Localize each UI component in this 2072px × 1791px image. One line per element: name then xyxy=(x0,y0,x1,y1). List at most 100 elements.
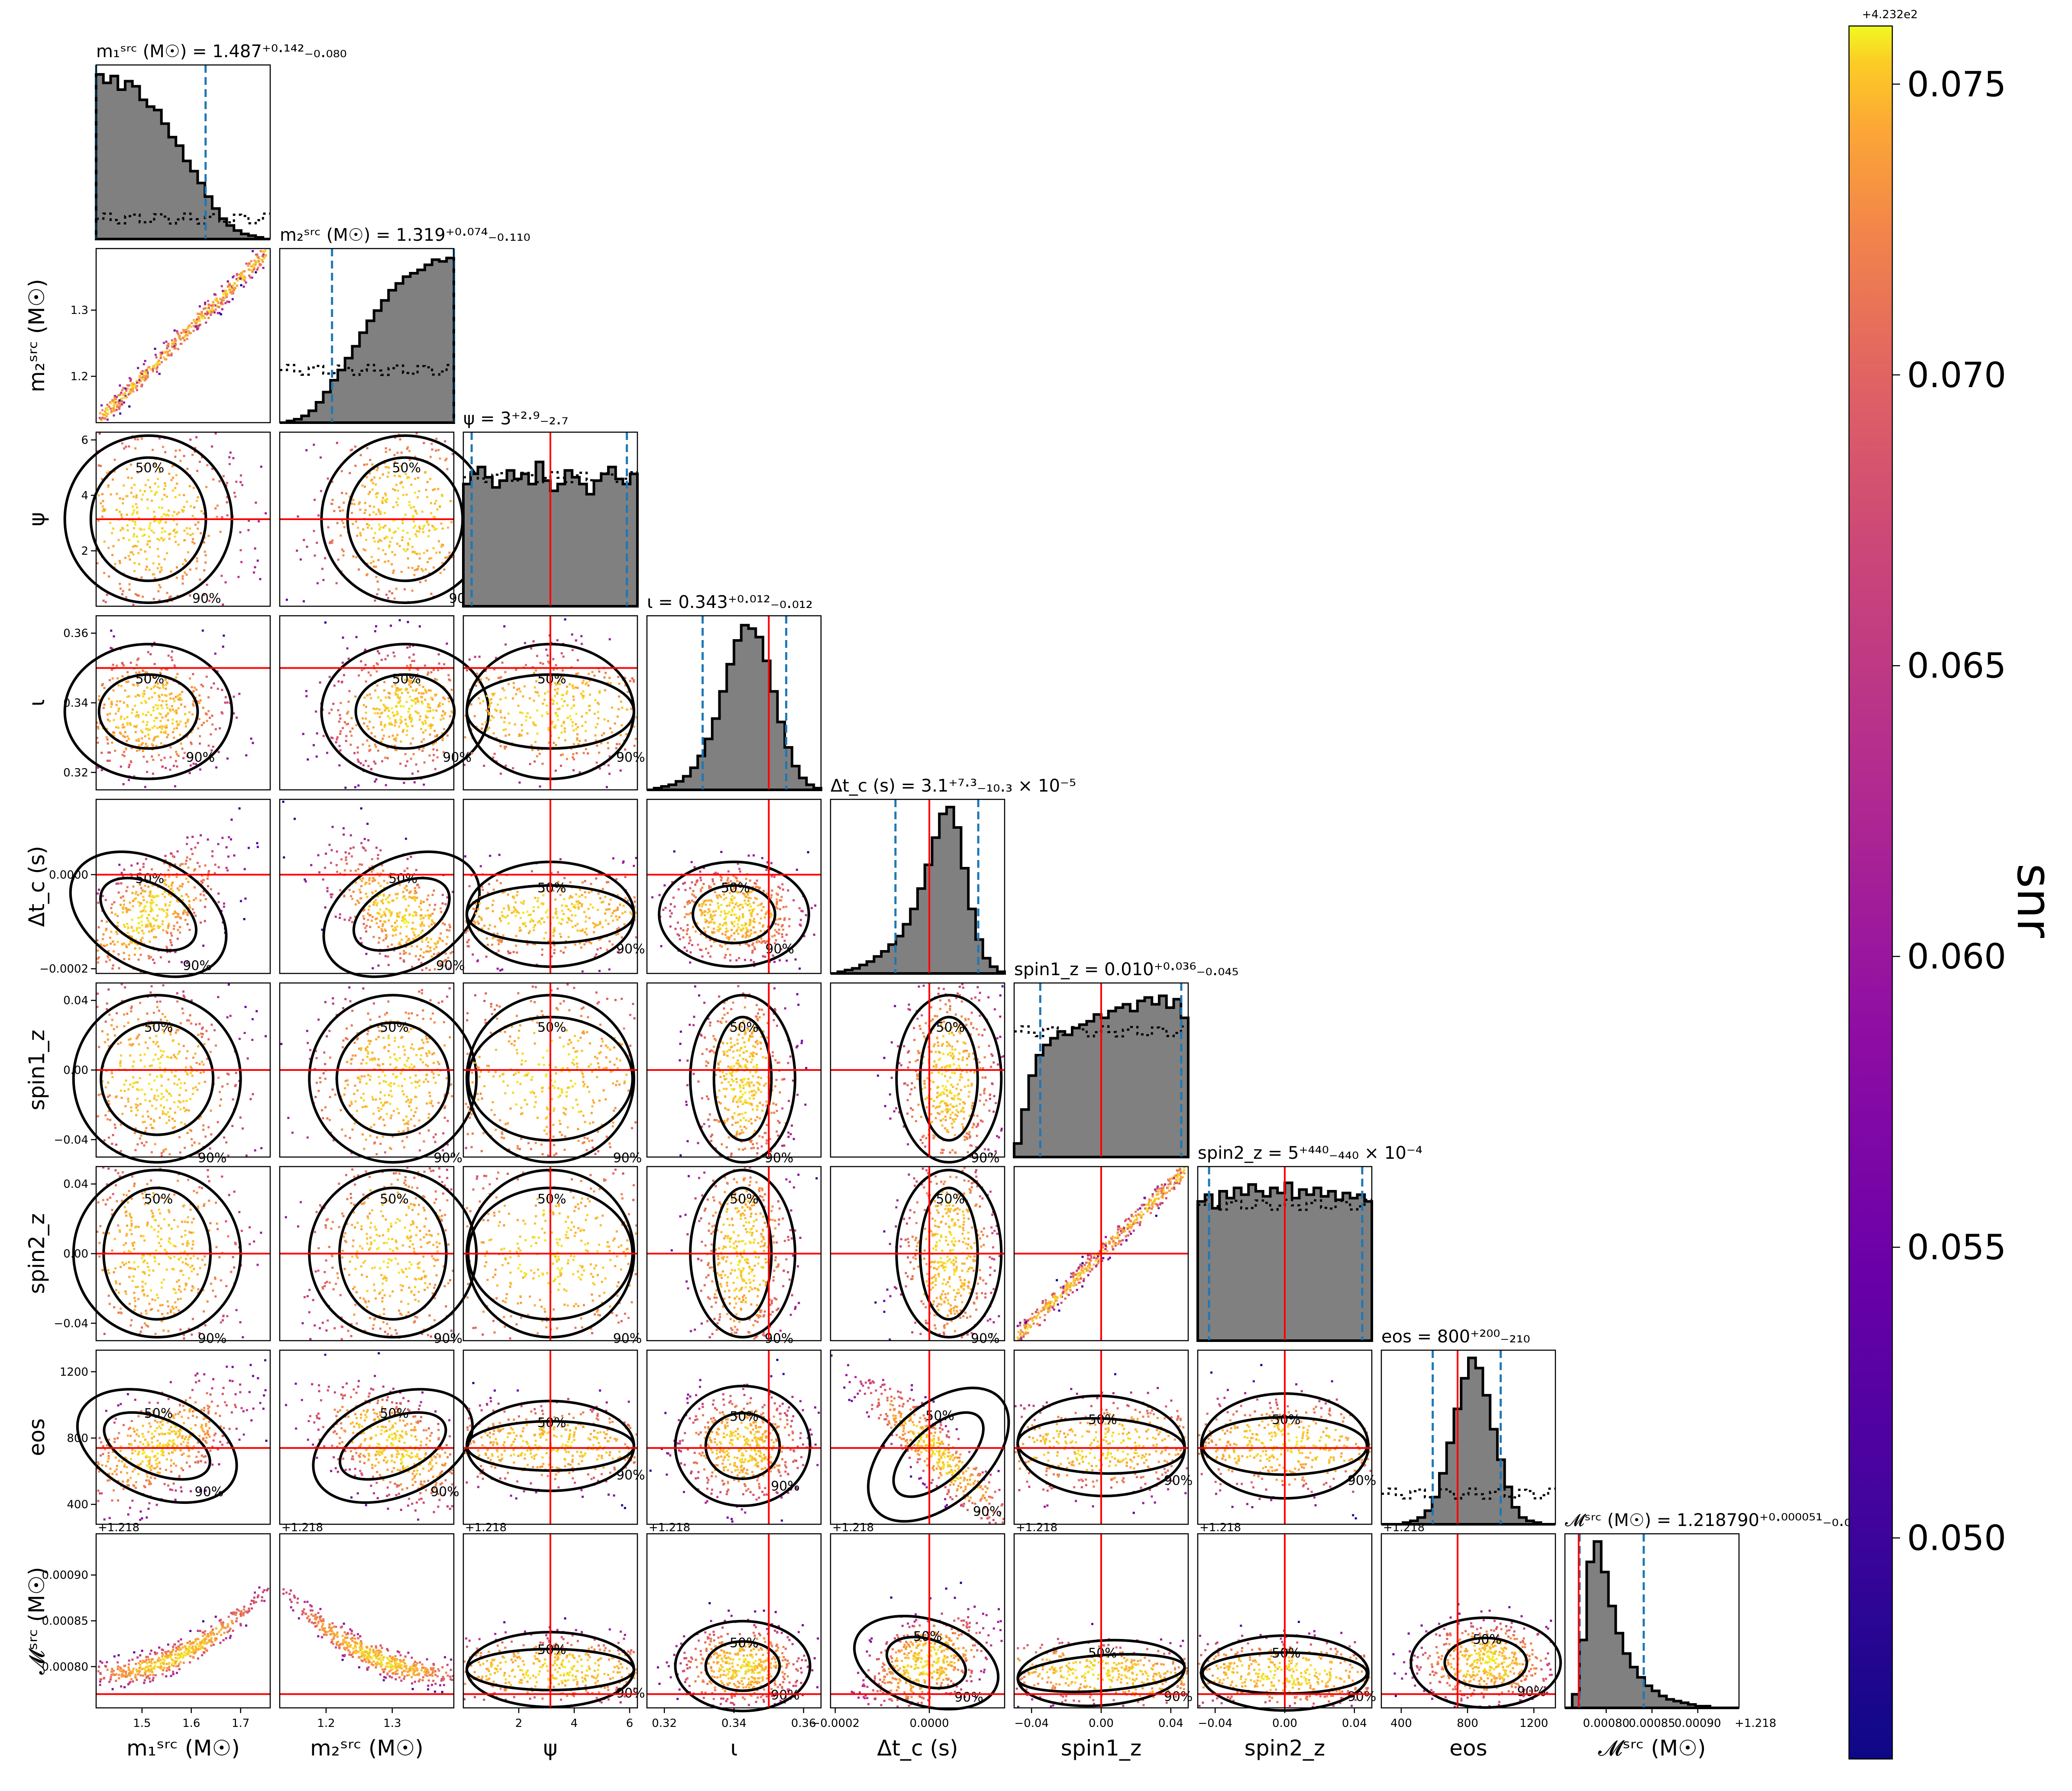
sample-point xyxy=(158,539,161,541)
contour-label-90: 90% xyxy=(436,958,465,973)
sample-point xyxy=(123,1025,126,1028)
sample-point xyxy=(146,507,149,510)
sample-point xyxy=(339,917,341,919)
sample-point xyxy=(408,459,411,461)
sample-point xyxy=(721,876,723,879)
sample-point xyxy=(450,689,453,691)
sample-point xyxy=(546,909,549,912)
sample-point xyxy=(168,876,171,878)
sample-point xyxy=(116,700,119,703)
sample-point xyxy=(166,947,168,950)
sample-point xyxy=(446,734,449,737)
ytick-label: 1.3 xyxy=(71,304,88,317)
sample-point xyxy=(417,496,419,498)
sample-point xyxy=(486,695,488,697)
sample-point xyxy=(196,313,199,315)
sample-point xyxy=(175,566,178,569)
sample-point xyxy=(256,846,259,848)
sample-point xyxy=(734,938,736,941)
sample-point xyxy=(588,672,590,675)
sample-point xyxy=(354,786,356,789)
sample-point xyxy=(146,771,149,773)
sample-point xyxy=(357,868,359,870)
sample-point xyxy=(546,679,548,682)
sample-point xyxy=(185,573,188,576)
sample-point xyxy=(140,887,142,889)
sample-point xyxy=(137,958,140,961)
sample-point xyxy=(391,723,393,726)
sample-point xyxy=(384,724,386,726)
sample-point xyxy=(724,931,727,933)
sample-point xyxy=(197,1045,200,1047)
sample-point xyxy=(352,890,355,893)
sample-point xyxy=(443,751,445,753)
sample-point xyxy=(110,700,113,703)
sample-point xyxy=(407,921,410,924)
sample-point xyxy=(572,758,575,760)
sample-point xyxy=(437,940,440,943)
sample-point xyxy=(616,908,619,911)
sample-point xyxy=(726,948,729,950)
sample-point xyxy=(385,450,387,453)
sample-point xyxy=(155,1043,157,1045)
sample-point xyxy=(403,918,405,920)
sample-point xyxy=(499,709,502,712)
sample-point xyxy=(211,714,213,717)
sample-point xyxy=(562,753,564,756)
sample-point xyxy=(200,724,203,726)
sample-point xyxy=(598,938,601,941)
sample-point xyxy=(322,735,325,737)
sample-point xyxy=(756,913,759,915)
sample-point xyxy=(363,918,365,920)
sample-point xyxy=(395,897,398,899)
sample-point xyxy=(745,896,747,898)
sample-point xyxy=(98,432,101,435)
sample-point xyxy=(214,308,217,311)
sample-point xyxy=(251,276,253,279)
sample-point xyxy=(224,696,227,698)
sample-point xyxy=(747,897,750,899)
sample-point xyxy=(182,329,184,331)
sample-point xyxy=(166,354,169,357)
sample-point xyxy=(136,683,139,685)
sample-point xyxy=(159,713,162,715)
sample-point xyxy=(211,309,213,312)
sample-point xyxy=(146,671,149,674)
sample-point xyxy=(365,953,368,955)
axes-frame xyxy=(95,64,271,240)
sample-point xyxy=(420,740,423,743)
sample-point xyxy=(214,863,217,866)
sample-point xyxy=(727,882,730,884)
sample-point xyxy=(126,946,128,948)
sample-point xyxy=(142,890,145,892)
sample-point xyxy=(144,484,147,486)
sample-point xyxy=(134,1081,137,1084)
sample-point xyxy=(399,482,402,485)
sample-point xyxy=(501,661,504,664)
sample-point xyxy=(368,505,371,508)
sample-point xyxy=(195,689,198,691)
sample-point xyxy=(102,944,105,947)
sample-point xyxy=(566,690,569,693)
sample-point xyxy=(556,675,559,677)
sample-point xyxy=(392,1110,395,1112)
sample-point xyxy=(444,712,446,714)
sample-point xyxy=(362,528,365,530)
sample-point xyxy=(728,902,731,904)
sample-point xyxy=(379,849,382,852)
sample-point xyxy=(692,890,695,892)
sample-point xyxy=(115,509,118,511)
sample-point xyxy=(440,963,443,966)
sample-point xyxy=(405,941,407,944)
sample-point xyxy=(103,508,105,511)
sample-point xyxy=(482,700,485,702)
sample-point xyxy=(433,502,436,505)
sample-point xyxy=(196,469,199,472)
sample-point xyxy=(133,509,136,511)
sample-point xyxy=(145,558,148,560)
sample-point xyxy=(168,533,170,536)
sample-point xyxy=(117,710,120,712)
sample-point xyxy=(259,250,262,252)
sample-point xyxy=(552,916,554,919)
sample-point xyxy=(513,911,515,913)
